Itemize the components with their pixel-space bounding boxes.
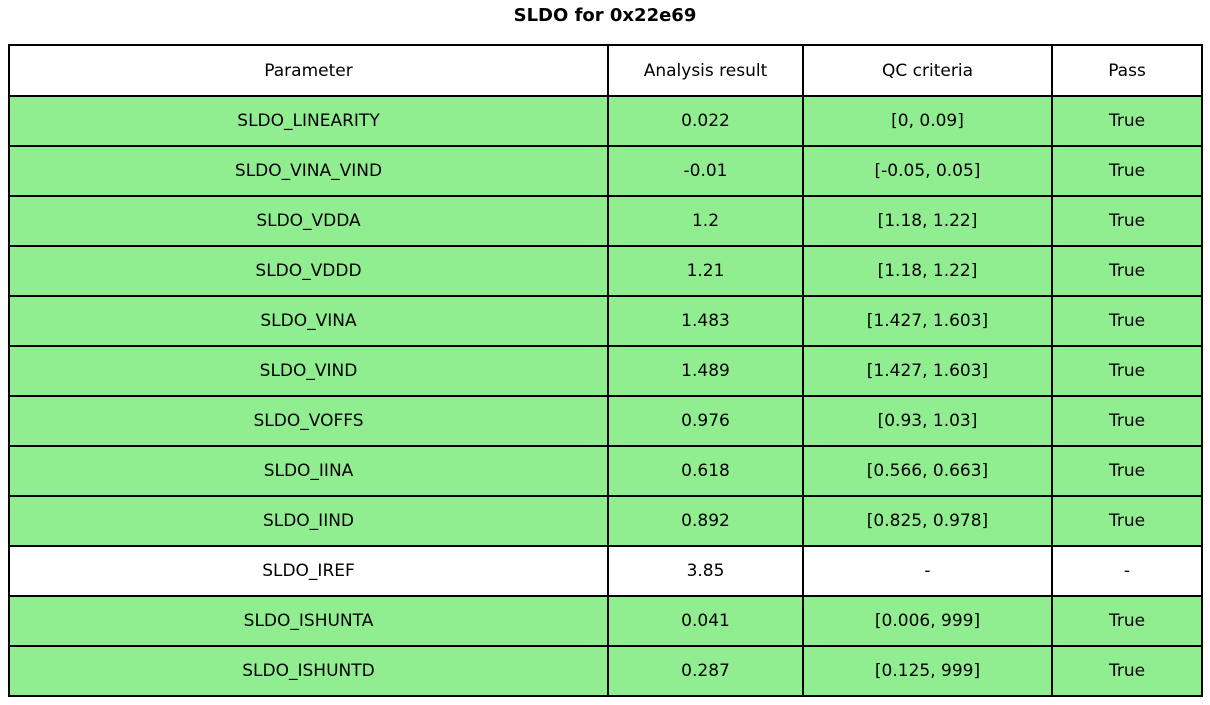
qc-criteria-cell: - (802, 545, 1053, 597)
qc-criteria-cell: [1.427, 1.603] (802, 345, 1053, 397)
qc-criteria-cell: [0.006, 999] (802, 595, 1053, 647)
qc-results-table: Parameter Analysis result QC criteria Pa… (8, 44, 1203, 697)
pass-cell: True (1051, 645, 1203, 697)
analysis-result-cell: 1.21 (607, 245, 804, 297)
analysis-result-cell: 1.489 (607, 345, 804, 397)
analysis-result-cell: 1.2 (607, 195, 804, 247)
col-header-analysis-result: Analysis result (607, 44, 804, 97)
table-row: SLDO_ISHUNTA 0.041 [0.006, 999] True (8, 595, 1203, 647)
table-row: SLDO_IIND 0.892 [0.825, 0.978] True (8, 495, 1203, 547)
parameter-cell: SLDO_IINA (8, 445, 609, 497)
parameter-cell: SLDO_ISHUNTA (8, 595, 609, 647)
table-row: SLDO_VINA 1.483 [1.427, 1.603] True (8, 295, 1203, 347)
chart-title: SLDO for 0x22e69 (513, 5, 697, 26)
table-row: SLDO_VDDD 1.21 [1.18, 1.22] True (8, 245, 1203, 297)
table-row: SLDO_IREF 3.85- - (8, 545, 1203, 597)
parameter-cell: SLDO_LINEARITY (8, 95, 609, 147)
pass-cell: True (1051, 95, 1203, 147)
analysis-result-cell: -0.01 (607, 145, 804, 197)
table-row: SLDO_ISHUNTD 0.287 [0.125, 999] True (8, 645, 1203, 697)
pass-cell: True (1051, 245, 1203, 297)
pass-cell: - (1051, 545, 1203, 597)
table-row: SLDO_VOFFS 0.976 [0.93, 1.03] True (8, 395, 1203, 447)
qc-criteria-cell: [1.18, 1.22] (802, 245, 1053, 297)
pass-cell: True (1051, 395, 1203, 447)
analysis-result-cell: 3.85 (607, 545, 804, 597)
table-row: SLDO_VDDA 1.2 [1.18, 1.22] True (8, 195, 1203, 247)
table-row: SLDO_LINEARITY 0.022 [0, 0.09] True (8, 95, 1203, 147)
parameter-cell: SLDO_VDDA (8, 195, 609, 247)
table-row: SLDO_VIND 1.489 [1.427, 1.603] True (8, 345, 1203, 397)
pass-cell: True (1051, 445, 1203, 497)
col-header-pass: Pass (1051, 44, 1203, 97)
qc-criteria-cell: [0.566, 0.663] (802, 445, 1053, 497)
analysis-result-cell: 0.892 (607, 495, 804, 547)
parameter-cell: SLDO_VINA (8, 295, 609, 347)
col-header-parameter: Parameter (8, 44, 609, 97)
qc-criteria-cell: [-0.05, 0.05] (802, 145, 1053, 197)
pass-cell: True (1051, 595, 1203, 647)
qc-criteria-cell: [1.18, 1.22] (802, 195, 1053, 247)
qc-criteria-cell: [0, 0.09] (802, 95, 1053, 147)
analysis-result-cell: 0.041 (607, 595, 804, 647)
qc-criteria-cell: [0.93, 1.03] (802, 395, 1053, 447)
analysis-result-cell: 1.483 (607, 295, 804, 347)
parameter-cell: SLDO_VIND (8, 345, 609, 397)
table-body: SLDO_LINEARITY 0.022 [0, 0.09] True SLDO_VIN… (8, 95, 1203, 697)
analysis-result-cell: 0.618 (607, 445, 804, 497)
pass-cell: True (1051, 295, 1203, 347)
parameter-cell: SLDO_VOFFS (8, 395, 609, 447)
pass-cell: True (1051, 345, 1203, 397)
parameter-cell: SLDO_IIND (8, 495, 609, 547)
parameter-cell: SLDO_VDDD (8, 245, 609, 297)
pass-cell: True (1051, 495, 1203, 547)
pass-cell: True (1051, 145, 1203, 197)
qc-criteria-cell: [0.125, 999] (802, 645, 1053, 697)
analysis-result-cell: 0.976 (607, 395, 804, 447)
analysis-result-cell: 0.022 (607, 95, 804, 147)
qc-criteria-cell: [1.427, 1.603] (802, 295, 1053, 347)
pass-cell: True (1051, 195, 1203, 247)
table-row: SLDO_VINA_VIND -0.01 [-0.05, 0.05] True (8, 145, 1203, 197)
parameter-cell: SLDO_VINA_VIND (8, 145, 609, 197)
parameter-cell: SLDO_ISHUNTD (8, 645, 609, 697)
col-header-qc-criteria: QC criteria (802, 44, 1053, 97)
analysis-result-cell: 0.287 (607, 645, 804, 697)
qc-criteria-cell: [0.825, 0.978] (802, 495, 1053, 547)
header-row: Parameter Analysis result QC criteria Pa… (8, 44, 1203, 97)
parameter-cell: SLDO_IREF (8, 545, 609, 597)
table-row: SLDO_IINA 0.618 [0.566, 0.663] True (8, 445, 1203, 497)
